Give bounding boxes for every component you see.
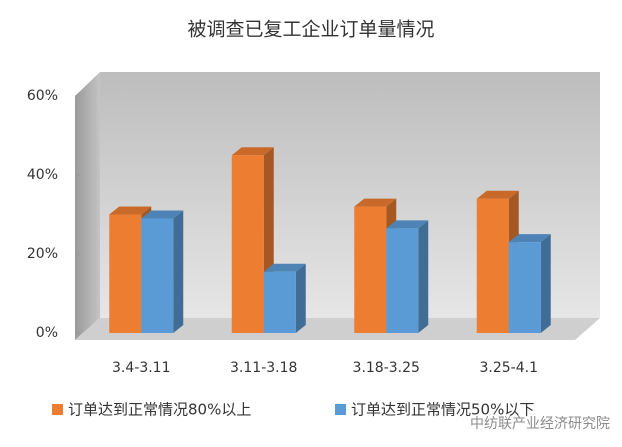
y-tick-label: 40% xyxy=(27,167,58,183)
bar xyxy=(508,242,541,333)
bar xyxy=(476,198,509,333)
bar-top xyxy=(476,190,519,199)
bar-side xyxy=(540,234,551,333)
bar-top xyxy=(141,210,184,219)
bar xyxy=(231,155,264,333)
y-tick-label: 0% xyxy=(36,325,58,341)
watermark: 中纺联产业经济研究院 xyxy=(470,416,610,432)
y-tick-label: 20% xyxy=(27,246,58,262)
bar-top xyxy=(386,220,429,229)
bar-top xyxy=(508,234,551,243)
bar-side xyxy=(295,263,306,333)
x-tick-label: 3.11-3.18 xyxy=(230,360,297,376)
x-tick-label: 3.18-3.25 xyxy=(353,360,420,376)
side-wall xyxy=(75,72,100,340)
bar-top xyxy=(231,147,274,156)
x-tick-label: 3.25-4.1 xyxy=(480,360,539,376)
legend-label: 订单达到正常情况80%以上 xyxy=(68,401,251,419)
bar-top xyxy=(263,263,306,272)
y-tick-label: 60% xyxy=(27,88,58,104)
bar xyxy=(263,271,296,333)
legend-swatch xyxy=(335,404,346,415)
bar-top xyxy=(354,198,397,207)
bar-side xyxy=(418,220,429,333)
legend-swatch xyxy=(52,404,63,415)
x-tick-label: 3.4-3.11 xyxy=(112,360,171,376)
bar xyxy=(109,214,142,333)
bar xyxy=(141,218,174,333)
bar xyxy=(386,228,419,333)
bar-top xyxy=(109,206,152,215)
floor xyxy=(75,318,600,340)
bar-side xyxy=(173,210,184,333)
legend-label: 订单达到正常情况50%以下 xyxy=(351,401,534,419)
bar xyxy=(354,206,387,333)
chart-title: 被调查已复工企业订单量情况 xyxy=(187,19,434,41)
